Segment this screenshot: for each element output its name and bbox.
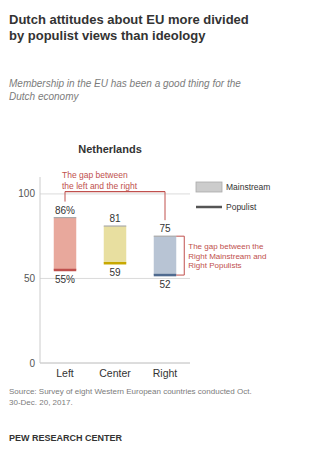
x-tick-label: Left xyxy=(56,367,74,379)
text-line: Dutch attitudes about EU more divided xyxy=(9,12,249,27)
annotation-bracket xyxy=(176,275,184,276)
text-line: The gap between xyxy=(62,170,128,180)
annotation-bracket xyxy=(176,236,184,237)
text-line: Right Mainstream and xyxy=(188,252,266,261)
y-tick-label: 50 xyxy=(24,273,36,284)
legend-label: Populist xyxy=(226,202,257,212)
grid-line xyxy=(40,193,190,194)
data-label: 75 xyxy=(159,223,171,234)
data-label: 86% xyxy=(55,205,75,216)
title: Dutch attitudes about EU more dividedby … xyxy=(9,12,249,43)
data-label: 59 xyxy=(109,267,121,278)
grid xyxy=(40,194,190,363)
text-line: Right Populists xyxy=(188,261,241,270)
x-tick-label: Right xyxy=(153,367,178,379)
subtitle: Membership in the EU has been a good thi… xyxy=(9,78,241,102)
page: {"chart_data": { "type": "bar", "title":… xyxy=(0,0,311,466)
range-bar xyxy=(54,218,77,270)
annotation-bracket xyxy=(65,191,165,192)
grid-line xyxy=(40,363,190,364)
range-bar xyxy=(104,226,127,263)
text-line: Dutch economy xyxy=(9,91,79,102)
annotation: The gap betweenthe left and the right xyxy=(62,170,138,191)
populist-line xyxy=(104,262,127,265)
text-line: by populist views than ideology xyxy=(9,28,206,43)
text-line: Membership in the EU has been a good thi… xyxy=(9,78,241,89)
x-tick-label: Center xyxy=(99,367,131,379)
footer: PEW RESEARCH CENTER xyxy=(9,433,123,443)
annotation-bracket xyxy=(165,192,166,221)
y-tick-label: 0 xyxy=(29,358,35,369)
y-tick-label: 100 xyxy=(18,188,35,199)
data-label: 81 xyxy=(109,213,121,224)
text-line: Source: Survey of eight Western European… xyxy=(9,387,252,396)
y-axis-line xyxy=(40,177,41,363)
populist-line xyxy=(54,269,77,272)
background xyxy=(0,0,311,466)
x-axis-line xyxy=(40,363,190,364)
chart-container: Dutch attitudes about EU more dividedby … xyxy=(0,0,311,466)
range-bar xyxy=(154,236,177,275)
annotation-bracket xyxy=(184,236,185,275)
legend-swatch xyxy=(196,182,222,192)
populist-line xyxy=(154,274,177,277)
text-line: The gap between the xyxy=(188,242,264,251)
legend: Mainstream Populist xyxy=(196,182,270,212)
panel-title: Netherlands xyxy=(78,143,142,155)
chart-svg: Dutch attitudes about EU more dividedby … xyxy=(0,0,311,466)
text-line: the left and the right xyxy=(62,181,138,191)
data-label: 52 xyxy=(159,279,171,290)
text-line: 30-Dec. 20, 2017. xyxy=(9,398,73,407)
legend-swatch xyxy=(196,206,222,209)
data-label: 55% xyxy=(55,274,75,285)
annotation: The gap between theRight Mainstream andR… xyxy=(188,242,266,270)
legend-label: Mainstream xyxy=(226,182,270,192)
mainstream-line xyxy=(104,225,127,226)
annotation-bracket xyxy=(65,192,66,202)
mainstream-line xyxy=(54,217,77,218)
mainstream-line xyxy=(154,236,177,237)
source: Source: Survey of eight Western European… xyxy=(9,387,252,407)
